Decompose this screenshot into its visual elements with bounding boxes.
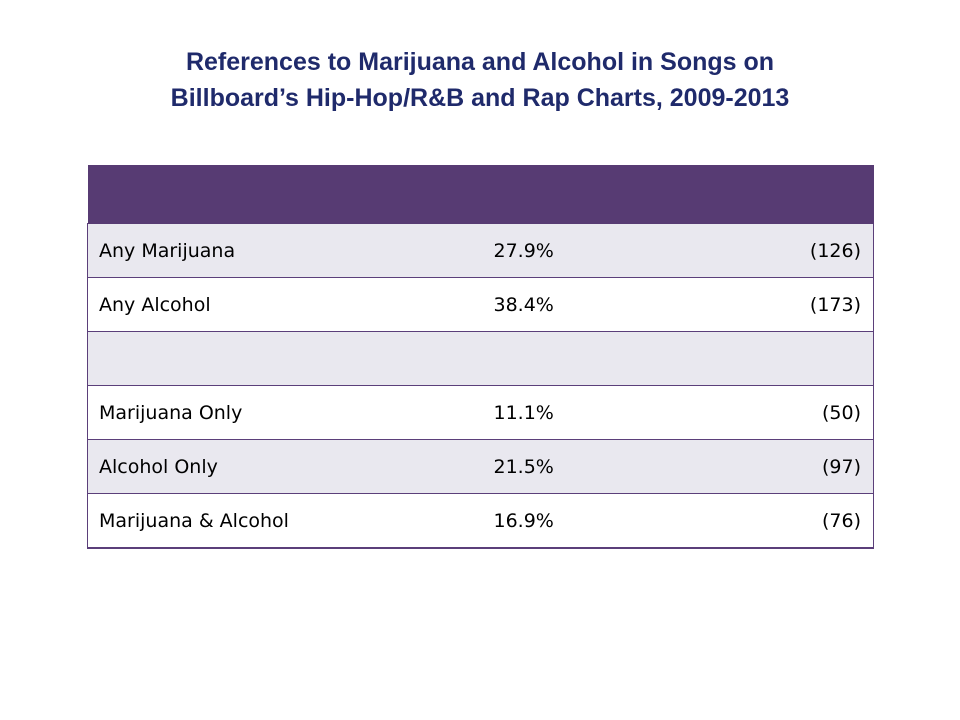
row-label: Any Alcohol <box>87 277 483 332</box>
row-percent: 16.9% <box>482 493 683 549</box>
header-cell <box>482 165 683 224</box>
header-cell <box>87 165 483 224</box>
table-header-row <box>87 165 874 224</box>
row-count: (50) <box>682 385 874 440</box>
row-label: Marijuana & Alcohol <box>87 493 483 549</box>
row-count: (76) <box>682 493 874 549</box>
table-row-spacer <box>87 331 874 386</box>
row-count <box>682 331 874 386</box>
row-percent <box>482 331 683 386</box>
row-count: (126) <box>682 223 874 278</box>
row-percent: 21.5% <box>482 439 683 494</box>
row-label <box>87 331 483 386</box>
row-percent: 11.1% <box>482 385 683 440</box>
table-row: Any Marijuana 27.9% (126) <box>87 223 874 278</box>
slide-title-line-2: Billboard’s Hip-Hop/R&B and Rap Charts, … <box>170 84 790 112</box>
table-row: Marijuana & Alcohol 16.9% (76) <box>87 493 874 549</box>
data-table: Any Marijuana 27.9% (126) Any Alcohol 38… <box>87 165 874 549</box>
slide-title: References to Marijuana and Alcohol in S… <box>0 44 960 116</box>
table-row: Alcohol Only 21.5% (97) <box>87 439 874 494</box>
row-label: Alcohol Only <box>87 439 483 494</box>
row-percent: 27.9% <box>482 223 683 278</box>
row-percent: 38.4% <box>482 277 683 332</box>
row-label: Marijuana Only <box>87 385 483 440</box>
slide-title-line-1: References to Marijuana and Alcohol in S… <box>185 48 775 76</box>
table-row: Marijuana Only 11.1% (50) <box>87 385 874 440</box>
table-row: Any Alcohol 38.4% (173) <box>87 277 874 332</box>
row-label: Any Marijuana <box>87 223 483 278</box>
row-count: (173) <box>682 277 874 332</box>
row-count: (97) <box>682 439 874 494</box>
header-cell <box>682 165 874 224</box>
